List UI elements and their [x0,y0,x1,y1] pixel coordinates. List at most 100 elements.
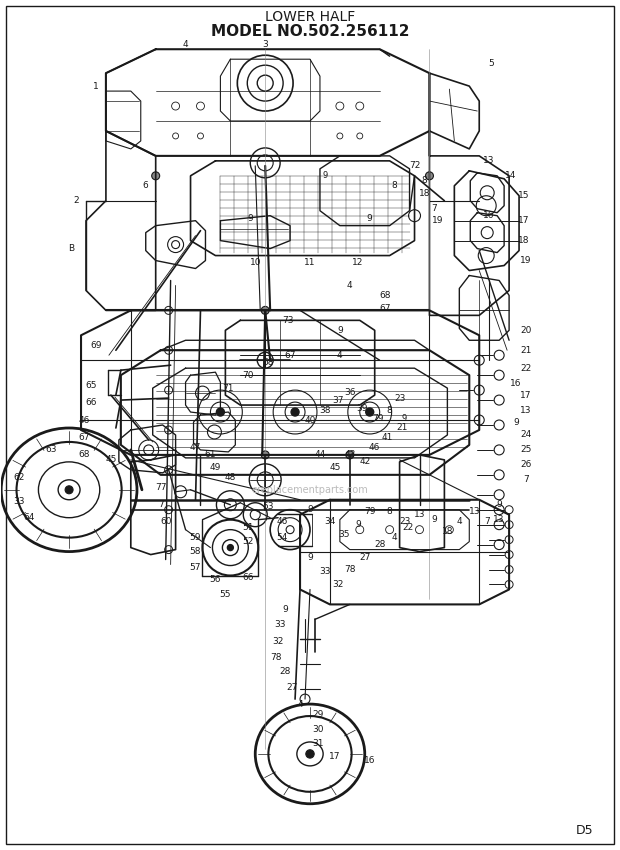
Text: 63: 63 [45,445,57,455]
Text: 60: 60 [160,517,171,526]
Text: 28: 28 [374,540,386,549]
Circle shape [216,408,224,416]
Text: B: B [68,244,74,253]
Text: 9: 9 [307,505,313,514]
Text: 5: 5 [489,59,494,68]
Text: 55: 55 [219,590,231,599]
Text: 73: 73 [282,316,294,325]
Text: 45: 45 [329,463,340,473]
Circle shape [65,486,73,494]
Text: 37: 37 [332,395,343,405]
Text: 4: 4 [456,517,462,526]
Text: 6: 6 [143,181,149,190]
Circle shape [346,450,354,459]
Text: 23: 23 [394,394,405,403]
Text: 78: 78 [270,653,282,662]
Text: 9: 9 [355,520,361,530]
Text: 8: 8 [422,176,427,185]
Text: 12: 12 [352,258,363,267]
Text: 7: 7 [432,204,437,213]
Text: 57: 57 [190,563,202,572]
Text: 7: 7 [484,517,490,526]
Text: 17: 17 [520,391,532,399]
Text: 39: 39 [356,404,368,412]
Text: 67: 67 [285,351,296,360]
Text: 61: 61 [205,450,216,459]
Text: 4: 4 [297,700,303,709]
Text: LOWER HALF: LOWER HALF [265,10,355,25]
Text: 22: 22 [402,523,413,532]
Text: 38: 38 [319,405,330,415]
Text: 31: 31 [312,740,324,749]
Text: 15: 15 [518,191,529,201]
Text: 9: 9 [322,172,327,180]
Text: 64: 64 [24,513,35,522]
Text: 4: 4 [337,351,343,360]
Text: 8: 8 [387,507,392,516]
Text: 13: 13 [469,507,480,516]
Text: 69: 69 [91,341,102,349]
Text: 18: 18 [418,190,430,198]
Text: 71: 71 [223,383,234,393]
Text: 8: 8 [392,181,397,190]
Text: 54: 54 [277,533,288,542]
Text: 44: 44 [314,450,326,459]
Text: 27: 27 [359,553,370,562]
Circle shape [228,545,233,551]
Text: 3: 3 [262,40,268,48]
Text: 72: 72 [409,162,420,170]
Text: 9: 9 [496,501,502,509]
Text: 4: 4 [347,281,353,290]
Text: 10: 10 [249,258,261,267]
Text: 16: 16 [510,378,522,388]
Text: MODEL NO.502.256112: MODEL NO.502.256112 [211,24,409,39]
Text: 16: 16 [364,756,376,765]
Text: 20: 20 [520,326,532,335]
Text: 70: 70 [242,371,254,380]
Text: 19: 19 [520,256,532,265]
Text: 53: 53 [262,502,274,511]
Text: 9: 9 [282,605,288,614]
Text: 68: 68 [379,291,391,300]
Text: 9: 9 [513,417,519,427]
Text: 16: 16 [484,211,495,220]
Text: 26: 26 [520,461,532,469]
Circle shape [366,408,374,416]
Text: 78: 78 [344,565,356,574]
Text: 79: 79 [372,413,383,422]
Text: 46: 46 [369,444,381,452]
Text: 47: 47 [190,444,202,452]
Text: 79: 79 [364,507,376,516]
Text: 66: 66 [242,573,254,582]
Text: 18: 18 [518,236,529,245]
Text: 11: 11 [304,258,316,267]
Text: 32: 32 [272,637,284,646]
Text: 41: 41 [382,434,393,443]
Text: 2: 2 [73,196,79,205]
Text: 8: 8 [387,405,392,415]
Circle shape [291,408,299,416]
Text: 9: 9 [432,515,437,524]
Text: 18: 18 [441,527,453,536]
Text: 30: 30 [312,724,324,734]
Text: 13: 13 [494,515,505,524]
Text: 36: 36 [344,388,356,397]
Text: 65: 65 [85,381,97,389]
Text: 14: 14 [505,172,517,180]
Text: 19: 19 [432,216,443,225]
Circle shape [261,306,269,314]
Text: 43: 43 [344,450,355,459]
Circle shape [425,172,433,180]
Text: 66: 66 [85,398,97,406]
Text: 1: 1 [93,82,99,91]
Text: 24: 24 [520,430,532,439]
Text: 13: 13 [520,405,532,415]
Text: 34: 34 [324,517,335,526]
Text: 4: 4 [392,533,397,542]
Text: 68: 68 [262,358,274,366]
Text: 49: 49 [210,463,221,473]
Text: 46: 46 [78,416,90,424]
Text: 17: 17 [329,752,340,762]
Circle shape [261,450,269,459]
Text: 25: 25 [520,445,532,455]
